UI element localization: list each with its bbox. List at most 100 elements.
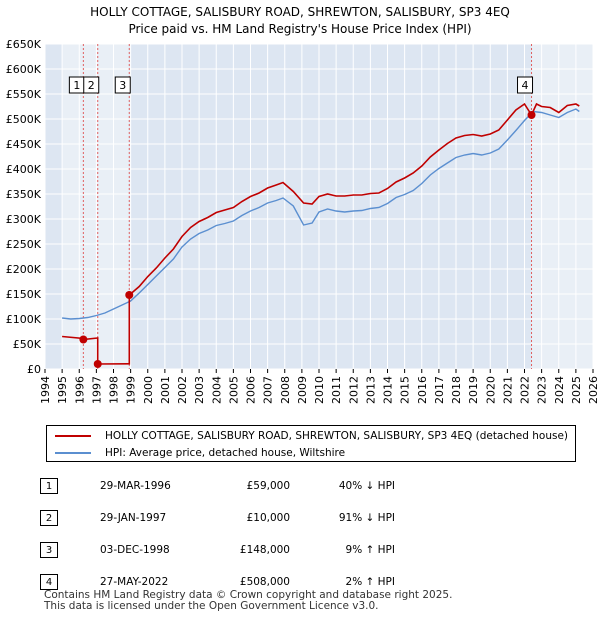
chart-title: HOLLY COTTAGE, SALISBURY ROAD, SHREWTON,…: [0, 4, 600, 38]
legend-price-swatch: [55, 435, 91, 437]
x-tick-label: 2022: [519, 376, 532, 404]
x-tick-label: 2012: [347, 376, 360, 404]
legend-item-hpi: HPI: Average price, detached house, Wilt…: [55, 445, 345, 461]
x-tick-label: 2014: [382, 376, 395, 404]
row-number-cell: 3: [40, 534, 100, 566]
x-tick-label: 2010: [313, 376, 326, 404]
row-date-cell: 29-JAN-1997: [100, 512, 167, 524]
price-series-line: [62, 102, 580, 365]
sale-label-1: 1: [68, 76, 85, 94]
legend-hpi-label: HPI: Average price, detached house, Wilt…: [105, 447, 346, 459]
sale-shading: [62, 44, 593, 369]
title-line-1: HOLLY COTTAGE, SALISBURY ROAD, SHREWTON,…: [90, 5, 510, 19]
sale-point-2: [93, 360, 102, 368]
table-row: 2 29-JAN-1997 £10,000 91% ↓ HPI: [40, 502, 395, 534]
table-row: 3 03-DEC-1998 £148,000 9% ↑ HPI: [40, 534, 395, 566]
x-tick-label: 2002: [176, 376, 189, 404]
row-price-cell: £508,000: [239, 576, 290, 588]
transactions-table: 1 29-MAR-1996 £59,000 40% ↓ HPI 2 29-JAN-1997…: [40, 470, 395, 598]
x-axis-ticks: 1994 1995 1996 1997 1998 1999 2000 2001 2002 2003…: [39, 369, 600, 404]
row-price-cell: £148,000: [239, 544, 290, 556]
sale-label-box: [83, 76, 100, 94]
hpi-series-line: [62, 108, 580, 320]
row-hpi-cell: 2% ↑ HPI: [345, 576, 395, 588]
x-tick-label: 2015: [399, 376, 412, 404]
title-line-2: Price paid vs. HM Land Registry's House …: [128, 22, 472, 36]
row-number-badge: 2: [40, 510, 58, 526]
y-tick-label: £550K: [6, 88, 42, 101]
legend-price-label: HOLLY COTTAGE, SALISBURY ROAD, SHREWTON,…: [105, 430, 569, 442]
x-tick-label: 2023: [536, 376, 549, 404]
row-hpi-cell: 40% ↓ HPI: [338, 480, 395, 492]
x-tick-label: 2026: [587, 376, 600, 404]
y-tick-label: £200K: [6, 263, 42, 276]
sale-points: [79, 111, 536, 368]
x-tick-label: 2004: [210, 376, 223, 404]
x-tick-label: 2006: [245, 376, 258, 404]
y-tick-label: £150K: [6, 288, 42, 301]
sale-point-4: [527, 111, 536, 119]
sale-label-text: 3: [119, 79, 126, 92]
x-tick-label: 2005: [227, 376, 240, 404]
y-tick-label: £50K: [13, 338, 42, 351]
y-tick-label: £500K: [6, 113, 42, 126]
y-tick-label: £650K: [6, 38, 42, 51]
footer-line-1: Contains HM Land Registry data © Crown c…: [44, 589, 453, 601]
table-row: 1 29-MAR-1996 £59,000 40% ↓ HPI: [40, 470, 395, 502]
y-tick-label: £300K: [6, 213, 42, 226]
x-tick-label: 1994: [39, 376, 52, 404]
y-tick-label: £400K: [6, 163, 42, 176]
footer-line-2: This data is licensed under the Open Gov…: [44, 600, 379, 612]
grid-lines: [44, 43, 594, 370]
row-number-cell: 1: [40, 470, 100, 502]
y-tick-label: £0: [27, 363, 41, 376]
legend-item-price: HOLLY COTTAGE, SALISBURY ROAD, SHREWTON,…: [55, 428, 568, 444]
x-tick-label: 2003: [193, 376, 206, 404]
row-number-cell: 2: [40, 502, 100, 534]
price-chart: £0 £50K £100K £150K £200K £250K £300K £350K £400…: [6, 38, 600, 404]
x-tick-label: 2021: [501, 376, 514, 404]
sale-label-box: [517, 76, 534, 94]
row-price-cell: £59,000: [246, 480, 290, 492]
early-sales-shade: [62, 44, 130, 369]
y-tick-label: £600K: [6, 63, 42, 76]
recent-sale-shade: [531, 44, 593, 369]
y-tick-label: £100K: [6, 313, 42, 326]
sale-label-3: 3: [114, 76, 131, 94]
x-tick-label: 2001: [159, 376, 172, 404]
sale-label-text: 1: [73, 79, 80, 92]
sale-label-text: 2: [88, 79, 95, 92]
x-tick-label: 2024: [553, 376, 566, 404]
x-tick-label: 1999: [125, 376, 138, 404]
sale-label-box: [114, 76, 131, 94]
row-price-cell: £10,000: [246, 512, 290, 524]
x-tick-label: 2000: [142, 376, 155, 404]
x-tick-label: 1995: [56, 376, 69, 404]
legend-hpi-swatch: [55, 452, 91, 454]
row-hpi-cell: 91% ↓ HPI: [338, 512, 395, 524]
row-number-badge: 3: [40, 542, 58, 558]
x-tick-label: 2018: [450, 376, 463, 404]
x-tick-label: 2009: [296, 376, 309, 404]
row-hpi-cell: 9% ↑ HPI: [345, 544, 395, 556]
y-tick-label: £450K: [6, 138, 42, 151]
row-number-cell: 4: [40, 566, 100, 598]
x-tick-label: 2017: [433, 376, 446, 404]
footer: Contains HM Land Registry data © Crown c…: [44, 590, 452, 612]
sale-point-3: [125, 291, 134, 299]
x-tick-label: 2011: [330, 376, 343, 404]
chart-legend: HOLLY COTTAGE, SALISBURY ROAD, SHREWTON,…: [46, 425, 576, 462]
y-tick-label: £350K: [6, 188, 42, 201]
x-tick-label: 1996: [73, 376, 86, 404]
x-tick-label: 1998: [108, 376, 121, 404]
x-tick-label: 2025: [570, 376, 583, 404]
row-date-cell: 27-MAY-2022: [100, 576, 169, 588]
sale-label-4: 4: [517, 76, 534, 94]
x-tick-label: 1997: [90, 376, 103, 404]
row-date-cell: 29-MAR-1996: [100, 480, 171, 492]
x-tick-label: 2013: [364, 376, 377, 404]
sale-label-text: 4: [522, 79, 529, 92]
x-tick-label: 2007: [262, 376, 275, 404]
row-number-badge: 4: [40, 574, 58, 590]
